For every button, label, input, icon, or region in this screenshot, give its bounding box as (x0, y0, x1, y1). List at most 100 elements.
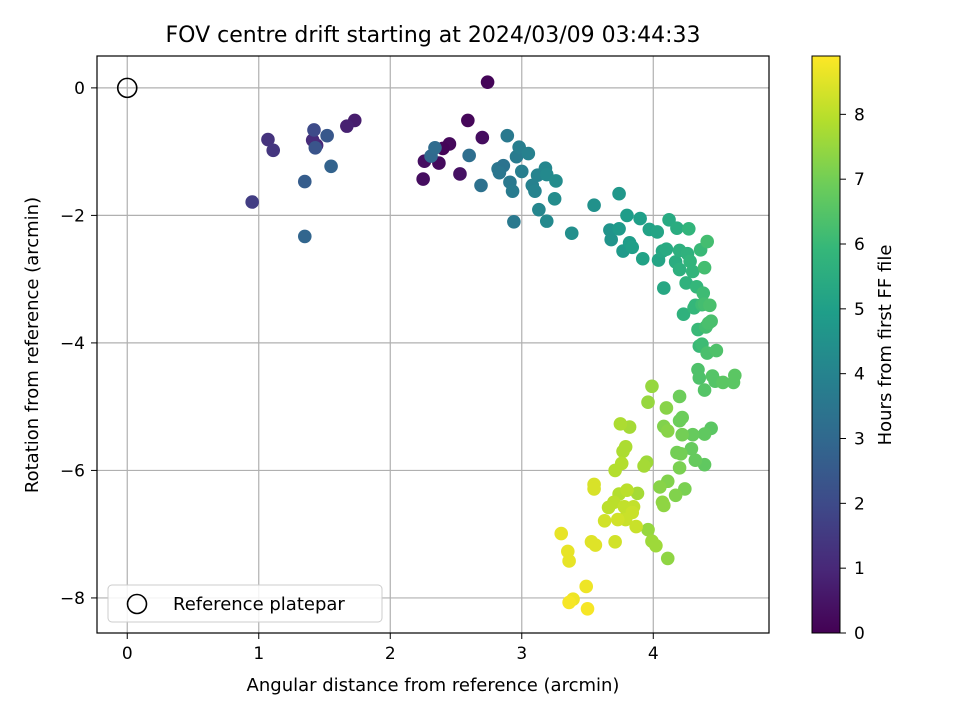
data-point (549, 174, 563, 188)
chart-title: FOV centre drift starting at 2024/03/09 … (166, 23, 701, 48)
y-axis: 0 −2 −4 −6 −8 (60, 79, 97, 609)
data-point (297, 174, 312, 189)
colorbar-tick-label: 5 (854, 300, 865, 320)
data-point (505, 184, 520, 198)
data-point (453, 167, 467, 181)
x-tick-label: 4 (648, 644, 659, 664)
data-point (475, 130, 490, 145)
data-point (653, 480, 667, 494)
data-point (685, 427, 700, 442)
data-point (704, 314, 718, 329)
data-point (683, 254, 697, 269)
data-point (539, 214, 554, 228)
data-point (650, 225, 665, 239)
y-tick-label: −8 (60, 589, 85, 609)
legend-marker (126, 593, 148, 615)
data-point (340, 119, 354, 133)
data-point (660, 424, 675, 438)
data-point (697, 260, 712, 275)
colorbar-tick-label: 0 (854, 624, 865, 644)
data-point (703, 298, 717, 313)
data-point (597, 513, 612, 528)
data-point (245, 195, 259, 209)
data-point (641, 522, 655, 537)
data-point (645, 379, 659, 394)
x-axis: 0 1 2 3 4 (122, 633, 659, 664)
data-point (670, 221, 684, 235)
data-point (635, 251, 650, 266)
colorbar: 0 1 2 3 4 5 6 7 8 Hours from first FF file (811, 55, 896, 644)
data-point (579, 579, 594, 594)
colorbar-tick-label: 8 (854, 105, 865, 125)
data-point (672, 461, 687, 475)
data-point (672, 389, 687, 404)
y-tick-label: 0 (74, 79, 85, 99)
data-point (428, 141, 442, 155)
data-point (633, 211, 647, 226)
data-point (474, 178, 488, 193)
data-point (308, 141, 323, 155)
data-point (625, 240, 640, 255)
data-point (500, 128, 515, 143)
data-point (610, 512, 625, 527)
data-point (697, 427, 712, 441)
legend-box (107, 584, 383, 623)
data-point (696, 286, 711, 300)
x-tick-label: 0 (122, 644, 133, 664)
grid (97, 56, 769, 633)
data-point (266, 143, 281, 158)
data-point (601, 500, 616, 515)
y-tick-label: −6 (60, 461, 85, 481)
data-point (307, 123, 321, 137)
data-point (692, 371, 707, 385)
colorbar-tick-label: 1 (854, 559, 865, 579)
data-point (514, 164, 529, 179)
data-point (641, 395, 655, 410)
data-point (656, 498, 671, 513)
legend-label: Reference platepar (173, 594, 345, 615)
data-point (613, 417, 628, 431)
data-point (649, 538, 663, 553)
data-point (480, 75, 495, 89)
data-point (672, 413, 687, 428)
colorbar-tick-label: 3 (854, 430, 865, 450)
data-point (716, 375, 730, 390)
colorbar-gradient (811, 55, 841, 634)
data-point (668, 488, 683, 503)
data-point (685, 264, 700, 279)
data-point (660, 551, 675, 566)
data-point (324, 159, 338, 174)
plot-frame (96, 55, 770, 634)
data-point (547, 192, 562, 206)
data-point (688, 453, 703, 468)
data-point (554, 526, 569, 541)
data-point (532, 202, 546, 217)
data-point (709, 343, 724, 358)
data-point (656, 281, 671, 295)
data-point (679, 276, 693, 290)
data-point (528, 184, 542, 198)
x-axis-label: Angular distance from reference (arcmin) (247, 675, 620, 696)
data-point (620, 208, 634, 223)
data-point (587, 482, 601, 496)
data-point (630, 486, 645, 501)
data-point (700, 234, 714, 249)
data-point (697, 383, 712, 397)
data-point (261, 132, 275, 147)
data-point (416, 172, 430, 186)
colorbar-tick-label: 2 (854, 494, 865, 514)
data-point (637, 459, 651, 473)
data-point (507, 214, 521, 229)
colorbar-tick-label: 7 (854, 170, 865, 190)
data-point (297, 229, 312, 244)
data-point (620, 483, 634, 497)
data-point (681, 221, 696, 236)
data-point (612, 186, 626, 201)
data-point (562, 554, 576, 568)
data-point (616, 444, 630, 459)
data-point (672, 262, 687, 277)
data-point (659, 242, 674, 256)
data-point (462, 148, 476, 163)
legend: Reference platepar (107, 584, 383, 623)
